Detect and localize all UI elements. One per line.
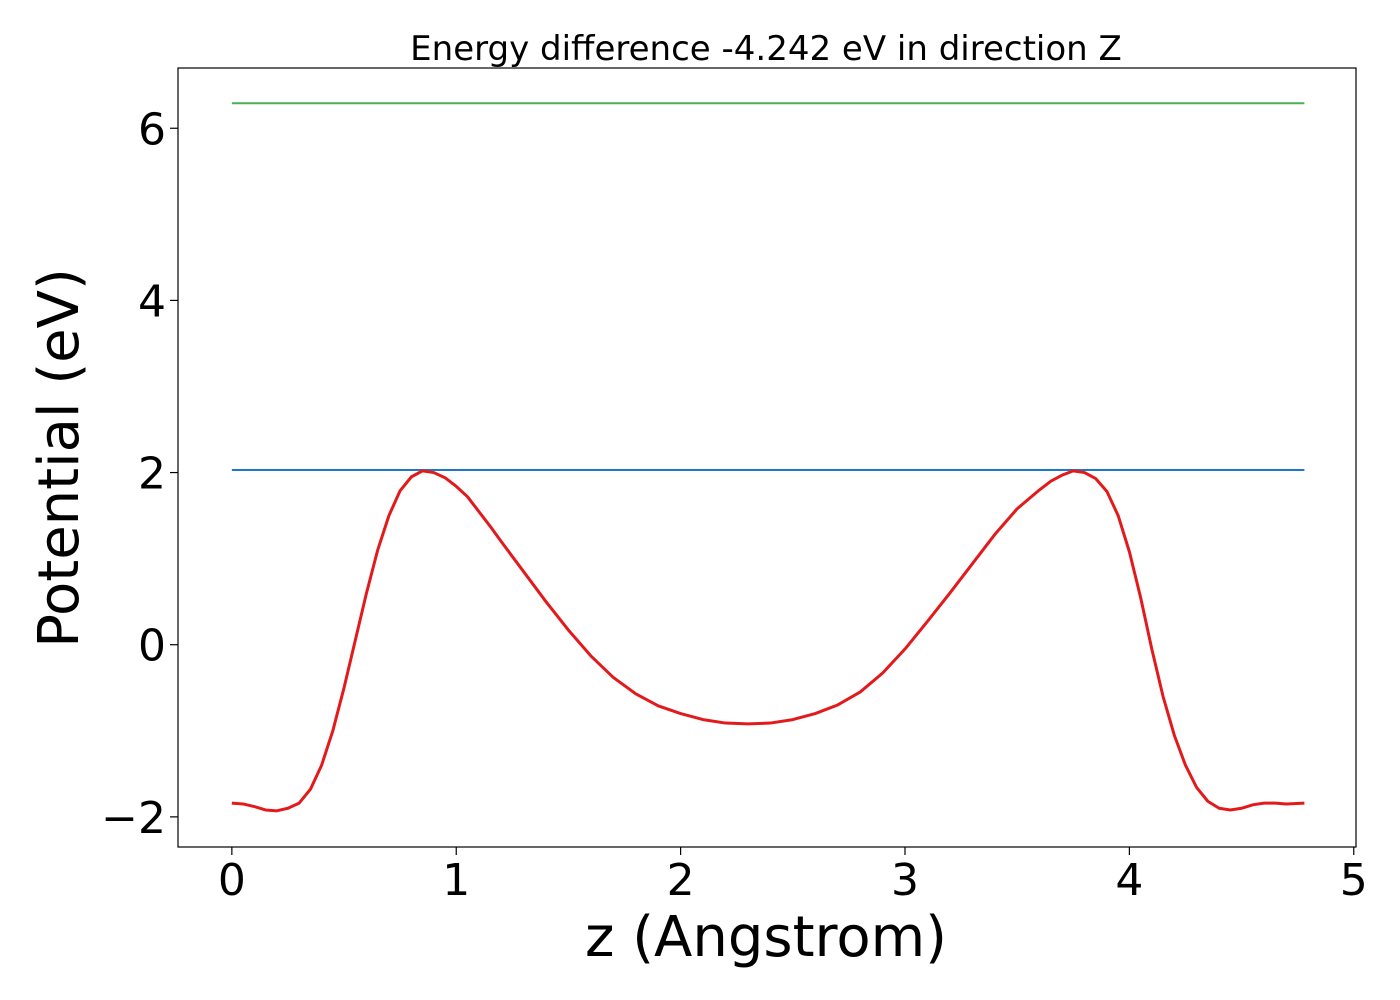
y-tick-label: −2	[101, 793, 166, 844]
axes: 0 1 2 3 4 5 −2 0 2 4 6	[101, 67, 1368, 906]
x-tick-label: 5	[1340, 855, 1368, 906]
x-tick-label: 4	[1115, 855, 1143, 906]
y-tick-label: 0	[138, 621, 166, 672]
series-line-3	[231, 469, 1305, 813]
x-axis-label: z (Angstrom)	[585, 905, 947, 970]
x-tick-label: 2	[667, 855, 695, 906]
chart-title: Energy difference -4.242 eV in direction…	[410, 29, 1122, 69]
y-tick-label: 6	[138, 104, 166, 155]
x-tick-label: 1	[442, 855, 470, 906]
plot-frame	[177, 67, 1357, 848]
y-axis-label: Potential (eV)	[27, 268, 92, 648]
x-tick-label: 3	[891, 855, 919, 906]
y-tick-label: 2	[138, 449, 166, 500]
x-tick-label: 0	[218, 855, 246, 906]
y-tick-label: 4	[138, 276, 166, 327]
plot-area	[231, 102, 1305, 813]
